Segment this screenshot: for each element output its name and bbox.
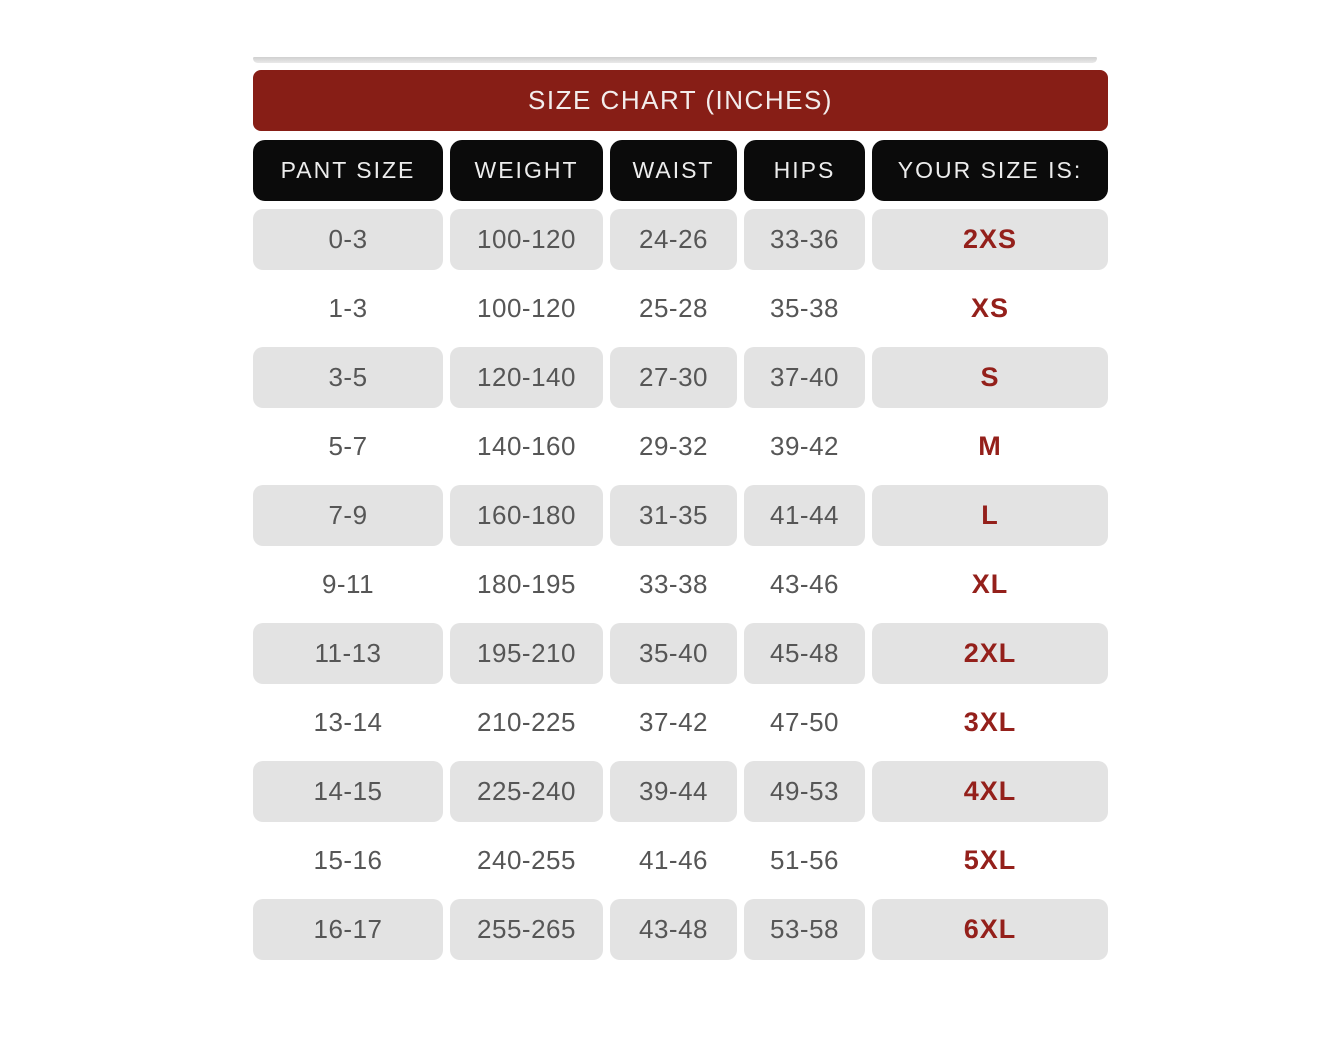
data-cell: 35-38	[770, 293, 839, 323]
size-chart-title-banner: SIZE CHART (INCHES)	[253, 70, 1108, 131]
data-cell: 35-40	[610, 623, 737, 684]
size-chart: SIZE CHART (INCHES) PANT SIZE WEIGHT WAI…	[253, 0, 1108, 960]
data-cell: 5-7	[328, 431, 368, 461]
table-row: 15-16 240-255 41-46 51-56 5XL	[253, 830, 1108, 891]
data-cell: 16-17	[253, 899, 443, 960]
size-value-cell: 2XS	[872, 209, 1108, 270]
data-cell: 43-48	[610, 899, 737, 960]
data-cell: 3-5	[253, 347, 443, 408]
size-value-cell: 5XL	[963, 845, 1017, 875]
data-cell: 7-9	[253, 485, 443, 546]
size-chart-title: SIZE CHART (INCHES)	[528, 85, 833, 115]
table-header-row: PANT SIZE WEIGHT WAIST HIPS YOUR SIZE IS…	[253, 140, 1108, 201]
data-cell: 39-42	[770, 431, 839, 461]
table-row: 16-17 255-265 43-48 53-58 6XL	[253, 899, 1108, 960]
data-cell: 27-30	[610, 347, 737, 408]
size-value-cell: M	[978, 431, 1002, 461]
table-body: 0-3 100-120 24-26 33-36 2XS 1-3 100-120 25-28 35…	[253, 209, 1108, 960]
data-cell: 255-265	[450, 899, 603, 960]
size-value-cell: 4XL	[872, 761, 1108, 822]
table-row: 9-11 180-195 33-38 43-46 XL	[253, 554, 1108, 615]
data-cell: 25-28	[639, 293, 708, 323]
data-cell: 45-48	[744, 623, 865, 684]
column-header-your-size-is: YOUR SIZE IS:	[872, 140, 1108, 201]
data-cell: 41-46	[639, 845, 708, 875]
size-value-cell: XS	[970, 293, 1010, 323]
size-value-cell: L	[872, 485, 1108, 546]
data-cell: 51-56	[770, 845, 839, 875]
table-row: 3-5 120-140 27-30 37-40 S	[253, 347, 1108, 408]
data-cell: 15-16	[313, 845, 383, 875]
data-cell: 49-53	[744, 761, 865, 822]
data-cell: 47-50	[770, 707, 839, 737]
data-cell: 13-14	[313, 707, 383, 737]
data-cell: 14-15	[253, 761, 443, 822]
size-value-cell: XL	[971, 569, 1009, 599]
data-cell: 100-120	[477, 293, 576, 323]
data-cell: 43-46	[770, 569, 839, 599]
table-row: 0-3 100-120 24-26 33-36 2XS	[253, 209, 1108, 270]
size-value-cell: 3XL	[963, 707, 1017, 737]
data-cell: 33-36	[744, 209, 865, 270]
previous-section-bottom-edge	[253, 57, 1097, 63]
table-row: 11-13 195-210 35-40 45-48 2XL	[253, 623, 1108, 684]
data-cell: 160-180	[450, 485, 603, 546]
data-cell: 120-140	[450, 347, 603, 408]
size-value-cell: 2XL	[872, 623, 1108, 684]
data-cell: 24-26	[610, 209, 737, 270]
data-cell: 140-160	[477, 431, 576, 461]
table-row: 14-15 225-240 39-44 49-53 4XL	[253, 761, 1108, 822]
size-value-cell: S	[872, 347, 1108, 408]
data-cell: 11-13	[253, 623, 443, 684]
data-cell: 195-210	[450, 623, 603, 684]
data-cell: 37-40	[744, 347, 865, 408]
data-cell: 33-38	[639, 569, 708, 599]
data-cell: 240-255	[477, 845, 576, 875]
column-header-weight: WEIGHT	[450, 140, 603, 201]
data-cell: 37-42	[639, 707, 708, 737]
data-cell: 180-195	[477, 569, 576, 599]
column-header-waist: WAIST	[610, 140, 737, 201]
column-header-pant-size: PANT SIZE	[253, 140, 443, 201]
data-cell: 100-120	[450, 209, 603, 270]
table-row: 13-14 210-225 37-42 47-50 3XL	[253, 692, 1108, 753]
data-cell: 9-11	[321, 569, 375, 599]
table-row: 7-9 160-180 31-35 41-44 L	[253, 485, 1108, 546]
data-cell: 29-32	[639, 431, 708, 461]
data-cell: 210-225	[477, 707, 576, 737]
column-header-hips: HIPS	[744, 140, 865, 201]
data-cell: 1-3	[328, 293, 368, 323]
data-cell: 41-44	[744, 485, 865, 546]
data-cell: 0-3	[253, 209, 443, 270]
data-cell: 39-44	[610, 761, 737, 822]
table-row: 1-3 100-120 25-28 35-38 XS	[253, 278, 1108, 339]
data-cell: 31-35	[610, 485, 737, 546]
data-cell: 53-58	[744, 899, 865, 960]
data-cell: 225-240	[450, 761, 603, 822]
table-row: 5-7 140-160 29-32 39-42 M	[253, 416, 1108, 477]
size-value-cell: 6XL	[872, 899, 1108, 960]
